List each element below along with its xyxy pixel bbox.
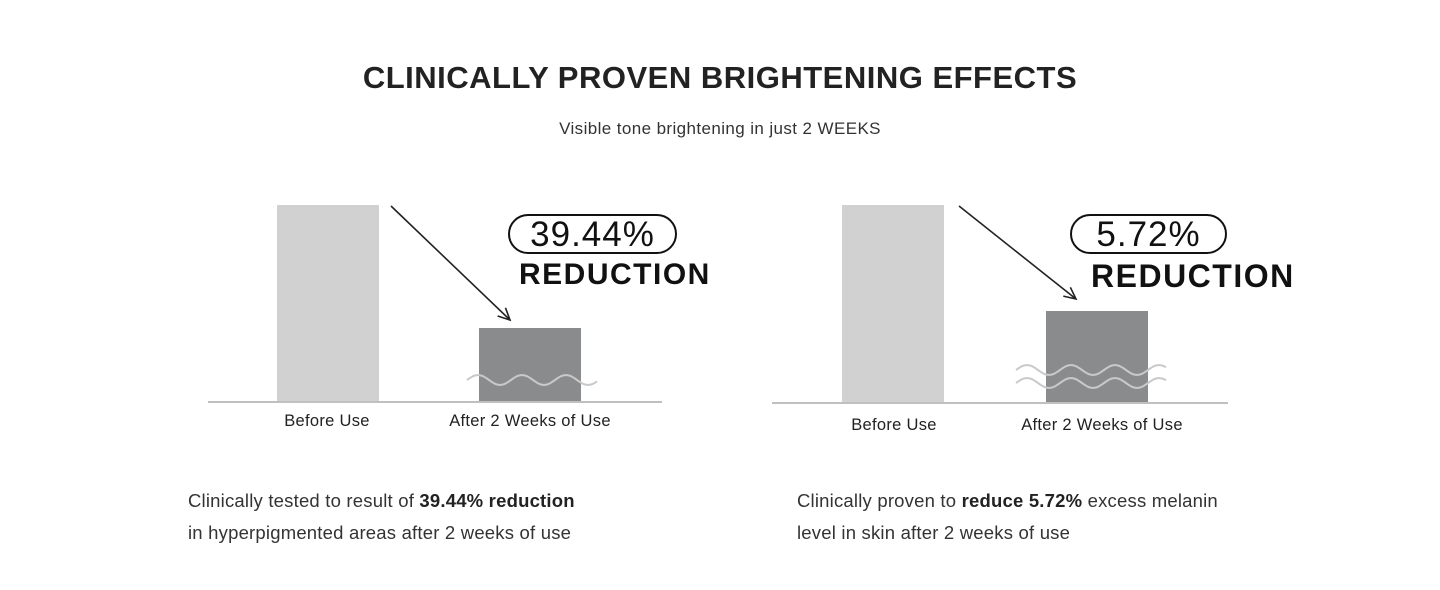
arrow-line-left <box>390 205 511 321</box>
reduction-label-left: REDUCTION <box>519 258 711 291</box>
description-left: Clinically tested to result of 39.44% re… <box>188 485 575 549</box>
description-left-bold: 39.44% reduction <box>419 490 575 511</box>
description-right-post: excess melanin <box>1082 490 1218 511</box>
description-right-line2: level in skin after 2 weeks of use <box>797 522 1071 543</box>
page-subtitle: Visible tone brightening in just 2 WEEKS <box>559 119 881 138</box>
reduction-badge-right: 5.72% <box>1070 214 1227 254</box>
x-label-before-right: Before Use <box>851 416 937 434</box>
description-right-pre: Clinically proven to <box>797 490 962 511</box>
description-right-bold: reduce 5.72% <box>961 490 1083 511</box>
arrow-head-icon-left <box>497 307 512 322</box>
bar-before-right <box>842 205 944 403</box>
bar-before-left <box>277 205 379 402</box>
x-label-before-left: Before Use <box>284 412 370 430</box>
bar-after-right <box>1046 311 1148 403</box>
arrow-head-icon-right <box>1063 286 1078 301</box>
description-left-line2: in hyperpigmented areas after 2 weeks of… <box>188 522 572 543</box>
axis-break-wave-right-1 <box>1015 364 1167 376</box>
page-title: CLINICALLY PROVEN BRIGHTENING EFFECTS <box>362 60 1078 95</box>
x-label-after-right: After 2 Weeks of Use <box>1021 416 1183 434</box>
description-left-pre: Clinically tested to result of <box>188 490 420 511</box>
arrow-line-right <box>958 205 1077 300</box>
x-label-after-left: After 2 Weeks of Use <box>449 412 611 430</box>
reduction-badge-left: 39.44% <box>508 214 677 254</box>
reduction-label-right: REDUCTION <box>1091 258 1295 294</box>
description-right: Clinically proven to reduce 5.72% excess… <box>797 485 1218 549</box>
bar-after-left <box>479 328 581 402</box>
axis-break-wave-left-1 <box>466 374 598 386</box>
axis-break-wave-right-2 <box>1015 377 1167 389</box>
